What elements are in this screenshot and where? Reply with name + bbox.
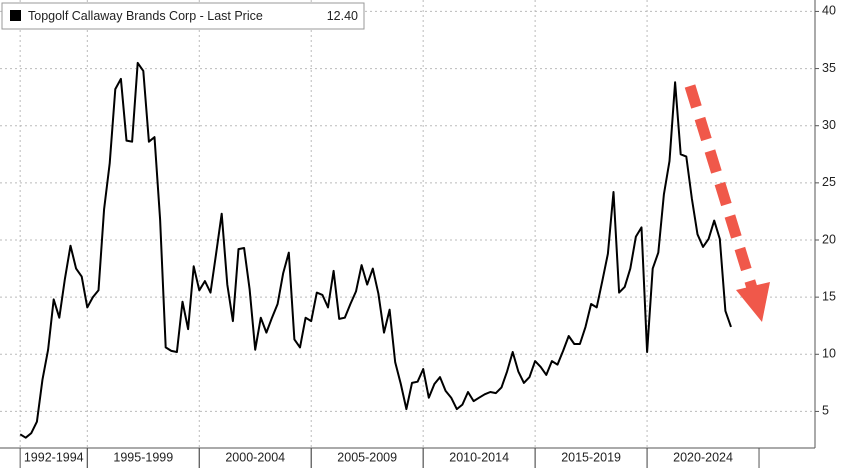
y-tick-label: 10 xyxy=(822,347,836,361)
arrow-shaft xyxy=(684,84,758,290)
y-tick-label: 15 xyxy=(822,289,836,303)
legend-label: Topgolf Callaway Brands Corp - Last Pric… xyxy=(28,9,263,23)
arrow-head xyxy=(736,282,770,322)
legend-swatch xyxy=(10,10,21,21)
y-tick-label: 35 xyxy=(822,61,836,75)
trend-arrow xyxy=(684,84,770,322)
x-tick-label: 2015-2019 xyxy=(561,450,621,464)
legend: Topgolf Callaway Brands Corp - Last Pric… xyxy=(1,2,365,30)
y-tick-label: 40 xyxy=(822,4,836,18)
y-tick-label: 20 xyxy=(822,232,836,246)
legend-value: 12.40 xyxy=(327,9,358,23)
x-tick-label: 2000-2004 xyxy=(225,450,285,464)
x-tick-label: 2020-2024 xyxy=(673,450,733,464)
price-line xyxy=(19,61,732,439)
legend-box xyxy=(1,2,365,30)
x-tick-label: 1995-1999 xyxy=(113,450,173,464)
y-tick-label: 30 xyxy=(822,118,836,132)
x-tick-label: 2010-2014 xyxy=(449,450,509,464)
y-tick-label: 25 xyxy=(822,175,836,189)
y-tick-label: 5 xyxy=(822,404,829,418)
x-tick-label: 2005-2009 xyxy=(337,450,397,464)
x-tick-label: 1992-1994 xyxy=(24,450,84,464)
